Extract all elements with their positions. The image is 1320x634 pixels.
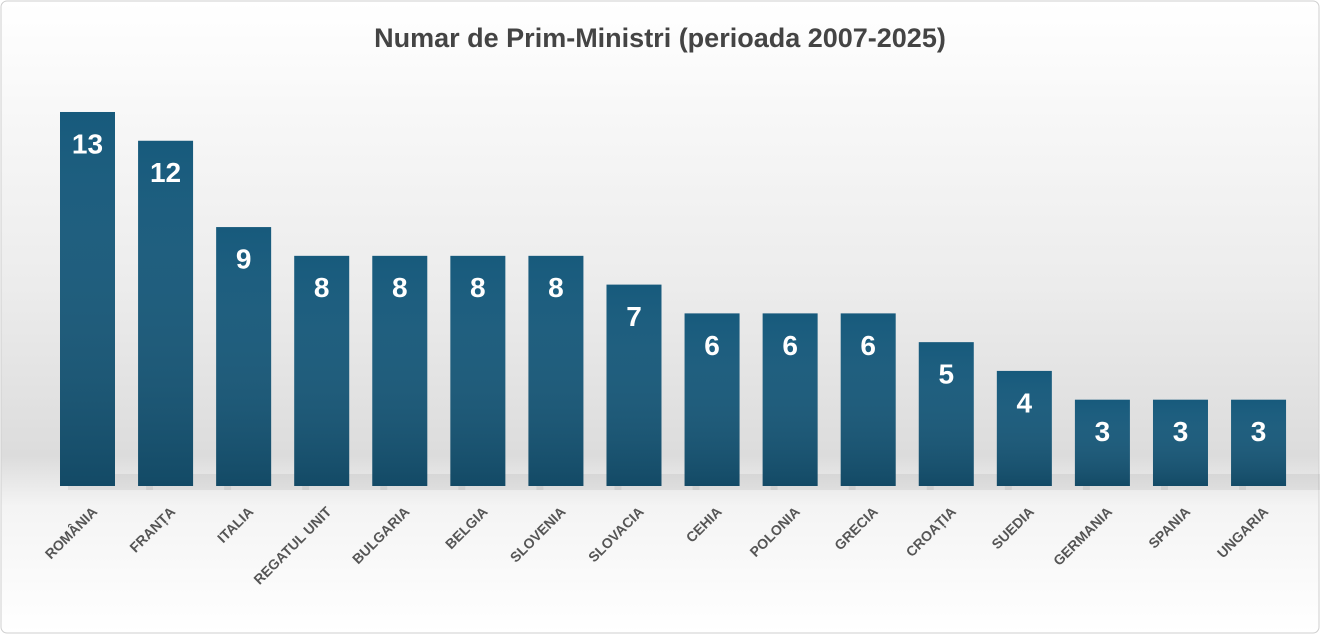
data-label: 9	[236, 243, 252, 274]
bar-shade	[1074, 399, 1130, 486]
bar-shade	[918, 342, 974, 486]
data-label: 8	[392, 272, 408, 303]
chart-title: Numar de Prim-Ministri (perioada 2007-20…	[374, 23, 946, 53]
bar-shade	[216, 227, 272, 486]
bar-shade	[606, 284, 662, 486]
data-label: 3	[1095, 416, 1111, 447]
bar-shade	[372, 255, 428, 486]
data-label: 8	[314, 272, 330, 303]
data-label: 6	[782, 330, 798, 361]
data-label: 12	[150, 157, 181, 188]
bar-shade	[528, 255, 584, 486]
data-label: 8	[548, 272, 564, 303]
bar-shade	[840, 313, 896, 486]
data-label: 13	[72, 128, 103, 159]
bar-shade	[762, 313, 818, 486]
bar-shade	[450, 255, 506, 486]
data-label: 7	[626, 301, 642, 332]
data-label: 8	[470, 272, 486, 303]
data-label: 5	[938, 359, 954, 390]
bar-shade	[1231, 399, 1287, 486]
data-label: 6	[860, 330, 876, 361]
bar-shade	[996, 370, 1052, 486]
data-label: 4	[1017, 387, 1033, 418]
data-label: 3	[1251, 416, 1267, 447]
bar-shade	[1152, 399, 1208, 486]
data-label: 6	[704, 330, 720, 361]
bar-shade	[294, 255, 350, 486]
bar-shade	[60, 111, 115, 487]
bar-shade	[138, 140, 194, 486]
bar-shade	[684, 313, 740, 486]
data-label: 3	[1173, 416, 1189, 447]
